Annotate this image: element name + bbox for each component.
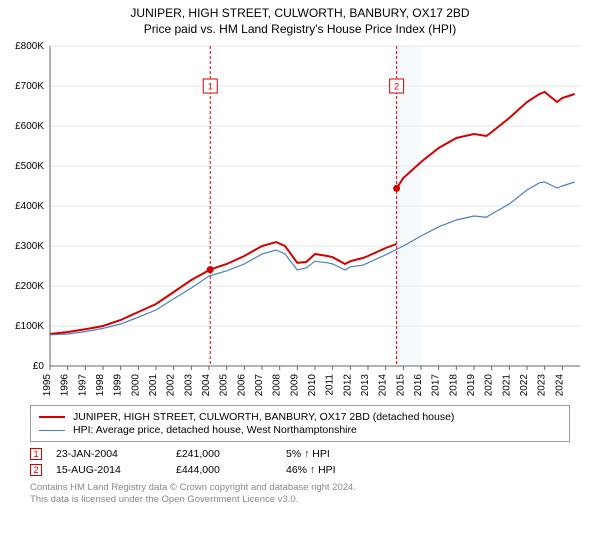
legend-swatch [39, 416, 65, 418]
x-tick-label: 2009 [289, 374, 300, 397]
x-tick-label: 2022 [519, 374, 530, 397]
chart-title: JUNIPER, HIGH STREET, CULWORTH, BANBURY,… [0, 6, 600, 20]
x-tick-label: 2002 [166, 374, 177, 397]
x-tick-label: 1996 [60, 374, 71, 397]
event-table: 1 23-JAN-2004£241,0005% ↑ HPI 2 15-AUG-2014… [30, 448, 570, 476]
x-tick-label: 2016 [413, 374, 424, 397]
y-tick-label: £0 [33, 361, 45, 372]
footer-line-2: This data is licensed under the Open Gov… [30, 494, 570, 506]
x-tick-label: 1998 [95, 374, 106, 397]
series-hpi [50, 182, 575, 335]
x-tick-label: 1999 [113, 374, 124, 397]
y-tick-label: £800K [15, 41, 44, 52]
x-tick-label: 2020 [484, 374, 495, 397]
y-tick-label: £200K [15, 281, 44, 292]
x-tick-label: 2001 [148, 374, 159, 397]
event-pct: 5% ↑ HPI [286, 448, 386, 460]
event-marker-2: 2 [30, 464, 42, 476]
y-tick-label: £500K [15, 161, 44, 172]
x-tick-label: 2011 [325, 374, 336, 396]
marker-label-1: 1 [208, 81, 213, 91]
chart-svg: £0 £100K £200K £300K £400K £500K £600K £700K £80… [0, 36, 600, 401]
x-tick-label: 2024 [554, 374, 565, 397]
x-tick-label: 2004 [201, 374, 212, 397]
x-tick-label: 2007 [254, 374, 265, 397]
x-tick-label: 2010 [307, 374, 318, 397]
event-price: £444,000 [176, 464, 286, 476]
y-tick-label: £300K [15, 241, 44, 252]
chart-area: £0 £100K £200K £300K £400K £500K £600K £700K £80… [0, 36, 600, 401]
chart-header: JUNIPER, HIGH STREET, CULWORTH, BANBURY,… [0, 0, 600, 36]
x-tick-label: 1995 [42, 374, 53, 397]
legend-row-1: HPI: Average price, detached house, West… [39, 424, 561, 436]
y-tick-label: £600K [15, 121, 44, 132]
marker-label-2: 2 [394, 81, 399, 91]
x-tick-label: 2000 [130, 374, 141, 397]
event-row-2: 2 15-AUG-2014£444,00046% ↑ HPI [30, 464, 570, 476]
marker-dot-2 [393, 185, 400, 192]
event-price: £241,000 [176, 448, 286, 460]
x-tick-label: 2006 [236, 374, 247, 397]
y-tick-label: £700K [15, 81, 44, 92]
x-tick-label: 2005 [219, 374, 230, 397]
chart-subtitle: Price paid vs. HM Land Registry's House … [0, 22, 600, 36]
event-marker-1: 1 [30, 448, 42, 460]
x-tick-label: 2023 [537, 374, 548, 397]
event-pct: 46% ↑ HPI [286, 464, 386, 476]
footer-line-1: Contains HM Land Registry data © Crown c… [30, 482, 570, 494]
legend-text: HPI: Average price, detached house, West… [73, 424, 357, 436]
event-date: 15-AUG-2014 [56, 464, 176, 476]
x-tick-label: 2018 [448, 374, 459, 397]
x-tick-label: 1997 [77, 374, 88, 397]
legend-swatch [39, 430, 65, 431]
x-tick-label: 2003 [183, 374, 194, 397]
x-tick-label: 2012 [342, 374, 353, 397]
series-property [50, 92, 575, 334]
x-tick-label: 2014 [378, 374, 389, 397]
x-tick-label: 2008 [272, 374, 283, 397]
legend-text: JUNIPER, HIGH STREET, CULWORTH, BANBURY,… [73, 411, 454, 423]
x-tick-label: 2013 [360, 374, 371, 397]
x-tick-label: 2019 [466, 374, 477, 397]
x-tick-label: 2015 [395, 374, 406, 397]
y-tick-label: £100K [15, 321, 44, 332]
event-row-1: 1 23-JAN-2004£241,0005% ↑ HPI [30, 448, 570, 460]
y-tick-label: £400K [15, 201, 44, 212]
footer-attribution: Contains HM Land Registry data © Crown c… [30, 482, 570, 507]
legend: JUNIPER, HIGH STREET, CULWORTH, BANBURY,… [30, 405, 570, 442]
x-tick-label: 2021 [501, 374, 512, 397]
event-date: 23-JAN-2004 [56, 448, 176, 460]
legend-row-0: JUNIPER, HIGH STREET, CULWORTH, BANBURY,… [39, 411, 561, 423]
marker-dot-1 [207, 266, 214, 273]
x-tick-label: 2017 [431, 374, 442, 397]
